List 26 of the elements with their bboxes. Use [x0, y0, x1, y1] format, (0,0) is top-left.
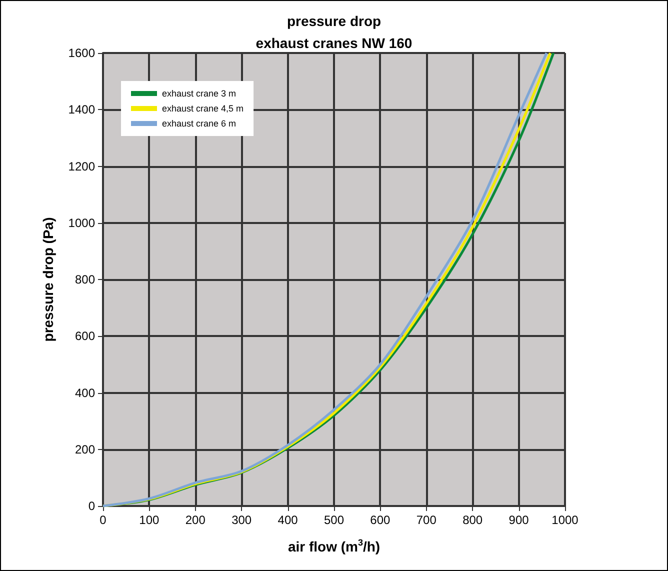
y-tick-label: 800	[74, 272, 96, 286]
y-tick-label: 1200	[68, 159, 96, 174]
x-tick-label: 400	[278, 513, 298, 527]
y-tick-label: 600	[74, 329, 96, 344]
legend-label: exhaust crane 3 m	[162, 88, 236, 98]
x-tick-label: 800	[462, 513, 483, 527]
legend-label: exhaust crane 4,5 m	[162, 104, 244, 114]
chart-title: pressure drop	[286, 13, 382, 29]
x-tick-label: 500	[324, 513, 344, 527]
x-tick-label: 900	[508, 513, 530, 527]
chart-subtitle: exhaust cranes NW 160	[256, 35, 412, 51]
x-tick-label: 0	[100, 513, 107, 527]
x-tick-label: 1000	[552, 513, 579, 527]
x-tick-label: 200	[185, 513, 206, 527]
y-tick-label: 1400	[68, 102, 96, 117]
x-tick-label: 100	[139, 513, 160, 527]
y-axis-title: pressure drop (Pa)	[40, 217, 56, 342]
y-tick-label: 400	[74, 386, 96, 400]
x-tick-label: 700	[416, 513, 437, 527]
x-tick-label: 300	[232, 513, 252, 527]
y-tick-label: 1600	[68, 46, 96, 60]
legend-label: exhaust crane 6 m	[162, 118, 236, 128]
y-tick-label: 0	[88, 499, 96, 513]
x-tick-label: 600	[370, 513, 391, 527]
y-tick-label: 1000	[68, 216, 96, 230]
y-tick-label: 200	[74, 442, 96, 456]
